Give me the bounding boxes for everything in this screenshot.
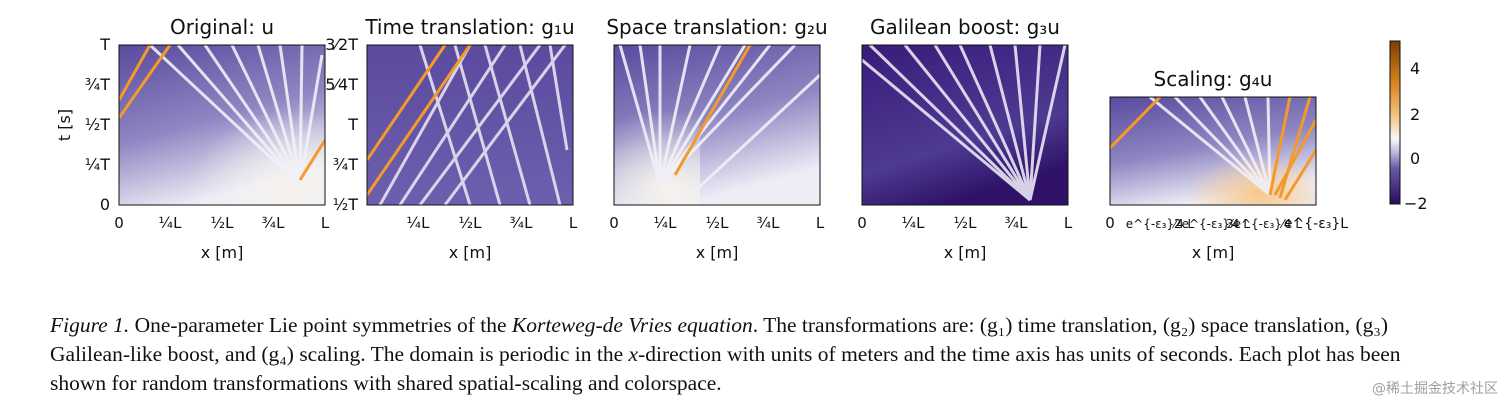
xtick-label: 0 [857, 214, 867, 232]
xtick-label: L [816, 214, 825, 232]
xtick-label: ¼L [902, 214, 926, 232]
caption-text: Galilean-like boost, and [50, 342, 262, 366]
xtick-label: ¾L [757, 214, 781, 232]
caption-math: x [628, 342, 639, 366]
ytick-label: 0 [100, 195, 110, 214]
xtick-label: 0 [1105, 214, 1115, 232]
ytick-label: 5⁄4T [325, 75, 358, 94]
colorbar: 4 2 0 −2 [1389, 40, 1428, 213]
panel-original: Original: u 0 ¼T ½T ¾T T t [s] 0 ¼L ½L [55, 15, 330, 262]
heatmap [119, 45, 325, 205]
xtick-label: 0 [114, 214, 124, 232]
panel-title: Galilean boost: g₃u [870, 15, 1060, 39]
y-axis-label: t [s] [55, 109, 74, 141]
caption-text: One-parameter Lie point symmetries of th… [129, 313, 512, 337]
caption-text: space translation, [1195, 313, 1356, 337]
watermark: @稀土掘金技术社区 [1372, 381, 1498, 397]
xtick-label: ½L [459, 214, 483, 232]
ytick-label: ¾T [333, 155, 359, 174]
caption-text: -direction with units of meters and the … [50, 342, 1401, 395]
xtick-label: ½L [211, 214, 235, 232]
panel-scaling: Scaling: g₄u 0 e^{-ε₃}⁄4 L 2e^{-ε₃}⁄4 L … [1105, 67, 1348, 262]
xtick-label: ½L [954, 214, 978, 232]
xtick-label: ¾L [1005, 214, 1029, 232]
caption-text: time translation, [1012, 313, 1163, 337]
caption-label: Figure 1. [50, 313, 130, 337]
ytick-label: ½T [333, 195, 359, 214]
xtick-label: L [1064, 214, 1073, 232]
xtick-label: ¼L [407, 214, 431, 232]
x-axis-label: x [m] [1192, 243, 1235, 262]
panel-title: Time translation: g₁u [364, 15, 574, 39]
figure-caption: Figure 1. One-parameter Lie point symmet… [50, 311, 1450, 398]
heatmap [1110, 97, 1316, 205]
ytick-label: 3⁄2T [325, 35, 358, 54]
heatmap [367, 45, 573, 205]
xtick-label: ¾L [262, 214, 286, 232]
ytick-label: T [99, 35, 110, 54]
caption-math: (g₂) [1162, 313, 1196, 337]
heatmap [614, 45, 820, 205]
caption-text: . The transformations are: [752, 313, 980, 337]
ytick-label: T [347, 115, 358, 134]
caption-math: (g₃) [1355, 313, 1389, 337]
caption-text: scaling. The domain is periodic in the [293, 342, 629, 366]
ytick-label: ¾T [85, 75, 111, 94]
x-axis-label: x [m] [449, 243, 492, 262]
ytick-label: ¼T [85, 155, 111, 174]
xtick-label: ¾L [510, 214, 534, 232]
x-axis-label: x [m] [944, 243, 987, 262]
ytick-label: ½T [85, 115, 111, 134]
colorbar-tick-label: −2 [1404, 194, 1428, 213]
heatmap [862, 45, 1068, 205]
panel-title: Space translation: g₂u [606, 15, 827, 39]
xtick-label: ½L [706, 214, 730, 232]
xtick-label: ¼L [654, 214, 678, 232]
caption-math: (g₄) [261, 342, 294, 366]
x-axis-label: x [m] [696, 243, 739, 262]
colorbar-tick-label: 0 [1410, 149, 1420, 168]
caption-equation: Korteweg-de Vries equation [511, 313, 753, 337]
colorbar-tick-label: 2 [1410, 105, 1420, 124]
kdv-symmetry-figure: Original: u 0 ¼T ½T ¾T T t [s] 0 ¼L ½L [55, 15, 1428, 262]
xtick-label: 3e^{-ε₃}⁄4 L [1226, 217, 1302, 231]
caption-math: (g₁) [979, 313, 1013, 337]
panel-galilean-boost: Galilean boost: g₃u 0 ¼L ½L ¾L L x [m] [857, 15, 1073, 262]
xtick-label: L [569, 214, 578, 232]
xtick-label: 2e^{-ε₃}⁄4 L [1174, 217, 1250, 231]
xtick-label: L [321, 214, 330, 232]
panel-title: Scaling: g₄u [1154, 67, 1273, 91]
xtick-label: e^{-ε₃}⁄4 L [1126, 217, 1195, 231]
xtick-label: ¼L [159, 214, 183, 232]
x-axis-label: x [m] [201, 243, 244, 262]
xtick-label: e^{-ε₃}L [1284, 216, 1348, 232]
xtick-label: 0 [609, 214, 619, 232]
colorbar-tick-label: 4 [1410, 59, 1420, 78]
panel-title: Original: u [170, 15, 274, 39]
panel-space-translation: Space translation: g₂u 0 ¼L ½L ¾L L x [m… [606, 15, 827, 262]
panel-time-translation: Time translation: g₁u ½T ¾T T 5⁄4T 3⁄2T … [325, 15, 578, 262]
